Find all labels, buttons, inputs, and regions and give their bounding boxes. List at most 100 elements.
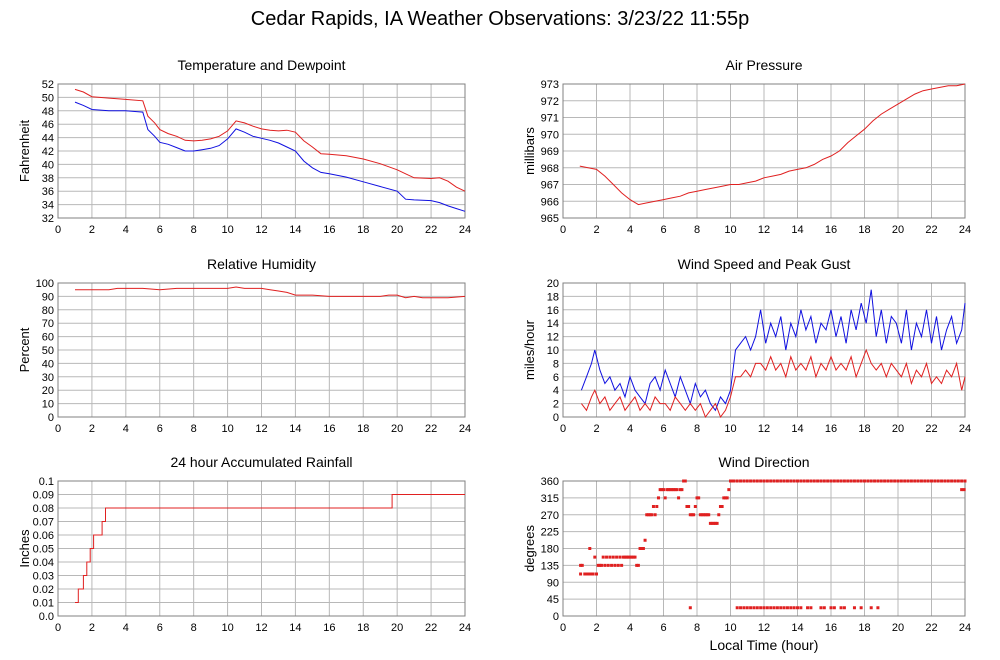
panel4-title: Wind Speed and Peak Gust — [678, 256, 851, 272]
panel3-xtick-label: 18 — [357, 423, 369, 435]
panel6-data-point — [755, 606, 759, 610]
panel6-data-point — [826, 479, 830, 483]
panel4-xtick-label: 18 — [858, 423, 870, 435]
panel6-data-point — [792, 479, 796, 483]
panel6-data-point — [869, 606, 873, 610]
panel6-data-point — [869, 479, 873, 483]
panel6-data-point — [839, 606, 843, 610]
panel2-title: Air Pressure — [725, 57, 802, 73]
panel4-ytick-label: 10 — [547, 345, 559, 357]
panel6-data-point — [595, 572, 598, 576]
panel6-data-point — [962, 488, 966, 492]
panel6-data-point — [883, 479, 887, 483]
panel4-ytick-label: 14 — [547, 318, 559, 330]
panel6-data-point — [896, 479, 900, 483]
panel6-xtick-label: 18 — [858, 622, 870, 634]
panel6-data-point — [710, 521, 714, 525]
panel3-ytick-label: 40 — [42, 358, 54, 370]
panel2-xtick-label: 4 — [627, 224, 633, 236]
panel6-data-point — [623, 555, 627, 559]
panel6-data-point — [852, 479, 856, 483]
panel5-xtick-label: 20 — [391, 622, 403, 634]
panel4-ytick-label: 12 — [547, 332, 559, 344]
panel1-xtick-label: 22 — [425, 224, 437, 236]
panel6-data-point — [705, 513, 709, 517]
panel3-xtick-label: 4 — [123, 423, 129, 435]
panel2-ylabel: millibars — [522, 127, 537, 175]
panel4-ytick-label: 6 — [553, 372, 559, 384]
panel3-xtick-label: 10 — [221, 423, 233, 435]
panel4-xtick-label: 12 — [758, 423, 770, 435]
panel4-ytick-label: 18 — [547, 291, 559, 303]
panel1-xtick-label: 20 — [391, 224, 403, 236]
panel6-data-point — [916, 479, 920, 483]
panel2-xtick-label: 8 — [694, 224, 700, 236]
panel4-ytick-label: 2 — [553, 399, 559, 411]
panel6-data-point — [593, 555, 597, 559]
panel6-data-point — [665, 488, 669, 492]
panel1-xtick-label: 16 — [323, 224, 335, 236]
panel2-xtick-label: 16 — [825, 224, 837, 236]
panel5-ytick-label: 0.02 — [33, 584, 54, 596]
panel6-data-point — [745, 479, 749, 483]
panel6-data-point — [635, 563, 639, 567]
panel6-ytick-label: 360 — [541, 476, 559, 488]
panel6-data-point — [628, 555, 632, 559]
panel6-data-point — [650, 513, 654, 517]
panel6-data-point — [670, 488, 674, 492]
panel5-xtick-label: 18 — [357, 622, 369, 634]
panel6-ytick-label: 90 — [547, 577, 559, 589]
panel6-data-point — [909, 479, 913, 483]
panel6-data-point — [678, 488, 682, 492]
panel3-ytick-label: 80 — [42, 305, 54, 317]
panel1-xtick-label: 18 — [357, 224, 369, 236]
panel6-data-point — [749, 606, 753, 610]
panel6-data-point — [812, 479, 816, 483]
panel6-data-point — [591, 572, 595, 576]
panel5-xtick-label: 4 — [123, 622, 129, 634]
panel2-ytick-label: 968 — [541, 163, 559, 175]
panel5-xtick-label: 16 — [323, 622, 335, 634]
panel6-data-point — [730, 479, 734, 483]
panel6-data-point — [963, 479, 967, 483]
panel1-ytick-label: 42 — [42, 146, 54, 158]
panel4-ytick-label: 16 — [547, 305, 559, 317]
panel6-data-point — [722, 496, 726, 500]
panel6-xtick-label: 20 — [892, 622, 904, 634]
panel2-ytick-label: 967 — [541, 180, 559, 192]
panel6-data-point — [660, 488, 664, 492]
panel2-ytick-label: 966 — [541, 196, 559, 208]
panel6-data-point — [662, 488, 665, 492]
panel6-data-point — [956, 479, 960, 483]
panel6-data-point — [799, 479, 803, 483]
panel6-data-point — [620, 563, 624, 567]
panel6-data-point — [829, 606, 833, 610]
panel6-data-point — [789, 606, 793, 610]
panel6-data-point — [782, 606, 786, 610]
panel3-ytick-label: 10 — [42, 399, 54, 411]
panel2-xtick-label: 6 — [660, 224, 666, 236]
panel6-data-point — [769, 479, 773, 483]
panel6-data-point — [822, 606, 826, 610]
panel1-ytick-label: 36 — [42, 186, 54, 198]
panel6-xtick-label: 6 — [660, 622, 666, 634]
panel6-data-point — [792, 606, 796, 610]
panel6-data-point — [863, 479, 866, 483]
panel6-data-point — [796, 479, 799, 483]
panel6-data-point — [673, 488, 677, 492]
panel6-xtick-label: 24 — [959, 622, 971, 634]
panel5-ytick-label: 0.05 — [33, 544, 54, 556]
panel3-xtick-label: 14 — [289, 423, 301, 435]
panel2-xtick-label: 18 — [858, 224, 870, 236]
panel6-data-point — [687, 505, 691, 508]
panel6-data-point — [580, 563, 584, 567]
panel3-xtick-label: 8 — [191, 423, 197, 435]
panel3-frame — [57, 282, 466, 418]
panel1-xtick-label: 6 — [157, 224, 163, 236]
panel6-ylabel: degrees — [522, 525, 537, 572]
panel6-data-point — [583, 572, 587, 576]
panel1-series-line-2 — [74, 101, 466, 212]
panel6-data-point — [816, 479, 820, 483]
panel6-data-point — [633, 555, 637, 559]
panel4-ytick-label: 0 — [553, 412, 559, 424]
